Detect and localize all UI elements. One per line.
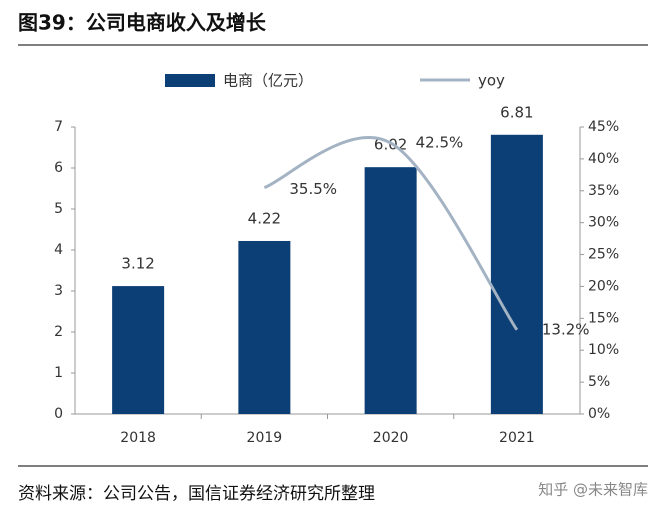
x-tick-label: 2021 [499,430,535,446]
y2-tick-label: 25% [588,247,619,263]
y2-tick-label: 5% [588,374,610,390]
bar [364,167,417,414]
y-tick-label: 0 [54,406,63,422]
y-tick-label: 4 [54,242,63,258]
value-label: 35.5% [289,180,337,198]
legend-label: 电商（亿元） [223,72,313,90]
value-label: 3.12 [121,255,154,273]
bar [112,286,165,414]
y-tick-label: 6 [54,160,63,176]
y2-tick-label: 35% [588,183,619,199]
x-tick-label: 2018 [120,430,156,446]
y2-tick-label: 40% [588,151,619,167]
line [263,136,519,331]
source: 资料来源：公司公告，国信证券经济研究所整理 [18,484,375,504]
value-label: 42.5% [416,133,464,151]
y-tick-label: 2 [54,324,63,340]
y-tick-label: 5 [54,201,63,217]
page-title: 图39：公司电商收入及增长 [18,11,267,35]
y2-tick-label: 15% [588,310,619,326]
y2-tick-label: 0% [588,406,610,422]
y2-tick-label: 10% [588,342,619,358]
y2-tick-label: 45% [588,119,619,135]
y2-tick-label: 30% [588,215,619,231]
y-tick-label: 7 [54,119,63,135]
legend-label: yoy [478,72,505,90]
value-label: 4.22 [248,209,281,227]
bar [238,240,291,414]
x-tick-label: 2020 [373,430,409,446]
value-label: 13.2% [542,320,590,338]
bar [490,134,543,415]
x-tick-label: 2019 [247,430,283,446]
value-label: 6.81 [500,103,533,121]
watermark: 知乎 @未来智库 [538,481,648,499]
legend-swatch [165,74,215,87]
y2-tick-label: 20% [588,278,619,294]
y-tick-label: 1 [54,365,63,381]
y-tick-label: 3 [54,283,63,299]
